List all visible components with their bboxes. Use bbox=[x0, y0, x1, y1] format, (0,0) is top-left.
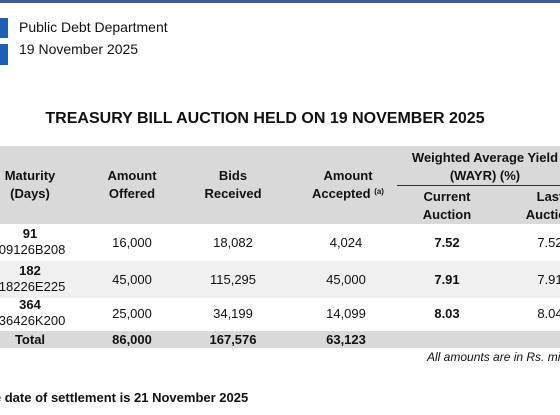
amount-accepted-cell: 45,000 bbox=[326, 272, 366, 287]
maturity-cell: 364GA36426K200 bbox=[0, 297, 66, 328]
total-amount-accepted: 63,123 bbox=[326, 332, 366, 347]
total-bids-received: 167,576 bbox=[209, 332, 257, 347]
last-yield-cell: 7.52 bbox=[537, 235, 560, 250]
header-date: 19 November 2025 bbox=[19, 41, 139, 57]
total-amount-offered: 86,000 bbox=[112, 332, 152, 347]
table-total-row: Total 86,000 167,576 63,123 bbox=[0, 331, 560, 348]
maturity-cell: 182GA18226E225 bbox=[0, 263, 66, 294]
col-wayr-group-header: Weighted Average Yield (WAYR) (%) bbox=[411, 150, 559, 183]
bids-received-cell: 115,295 bbox=[209, 272, 257, 287]
top-rule bbox=[0, 0, 560, 3]
table-row: 91GA09126B208 16,000 18,082 4,024 7.52 7… bbox=[0, 224, 560, 261]
table-row: 364GA36426K200 25,000 34,199 14,099 8.03… bbox=[0, 295, 560, 332]
bank-logo-icon bbox=[0, 18, 8, 38]
col-bids-received-header: Bids Received bbox=[204, 168, 262, 201]
bids-received-cell: 34,199 bbox=[213, 306, 253, 321]
department-name: Public Debt Department bbox=[19, 19, 168, 35]
last-yield-cell: 8.04 bbox=[537, 306, 560, 321]
bank-logo-icon-lower bbox=[0, 44, 8, 65]
settlement-note: The date of settlement is 21 November 20… bbox=[0, 390, 249, 405]
amount-accepted-cell: 4,024 bbox=[329, 235, 363, 250]
bids-received-cell: 18,082 bbox=[213, 235, 253, 250]
page-title: TREASURY BILL AUCTION HELD ON 19 NOVEMBE… bbox=[45, 110, 485, 127]
amount-offered-cell: 16,000 bbox=[112, 235, 152, 250]
col-amount-accepted-header: Amount Accepted (a) bbox=[312, 168, 384, 201]
amounts-note: All amounts are in Rs. million bbox=[427, 350, 560, 364]
total-label: Total bbox=[14, 332, 46, 347]
amount-offered-cell: 45,000 bbox=[112, 272, 152, 287]
table-row: 182GA18226E225 45,000 115,295 45,000 7.9… bbox=[0, 261, 560, 298]
maturity-cell: 91GA09126B208 bbox=[0, 226, 66, 257]
current-yield-cell: 7.52 bbox=[434, 235, 460, 250]
last-yield-cell: 7.91 bbox=[537, 272, 560, 287]
col-amount-offered-header: Amount Offered bbox=[107, 168, 157, 201]
amount-accepted-cell: 14,099 bbox=[326, 306, 366, 321]
col-last-auction-header: LastAuction bbox=[525, 189, 560, 222]
current-yield-cell: 8.03 bbox=[434, 306, 460, 321]
col-maturity-header: Maturity (Days) bbox=[4, 168, 56, 201]
wayr-divider bbox=[397, 185, 560, 186]
current-yield-cell: 7.91 bbox=[434, 272, 460, 287]
amount-offered-cell: 25,000 bbox=[112, 306, 152, 321]
col-current-auction-header: Current Auction bbox=[422, 189, 472, 222]
